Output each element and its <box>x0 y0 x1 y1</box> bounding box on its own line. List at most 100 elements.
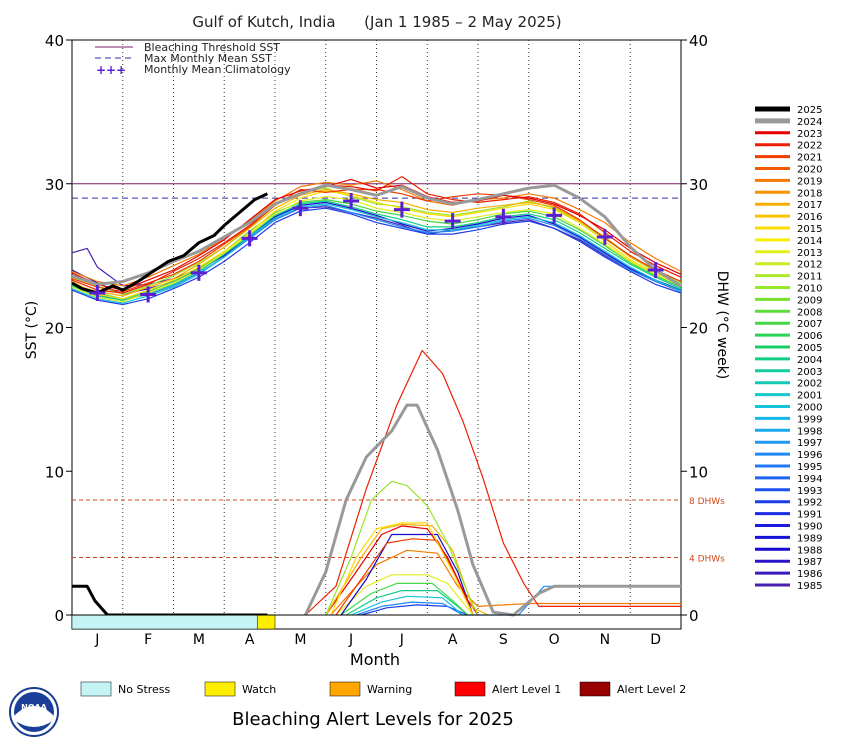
year-label-2008: 2008 <box>797 307 822 318</box>
year-legend: 2025202420232022202120202019201820172016… <box>755 105 822 592</box>
right-y-ticks: 0 10 20 30 40 <box>681 32 708 625</box>
y-tick-label-right: 30 <box>689 176 708 194</box>
y-tick-label-right: 10 <box>689 463 708 481</box>
dhw-line-2023 <box>325 525 479 616</box>
alert-swatch <box>329 681 361 697</box>
year-label-2006: 2006 <box>797 331 822 342</box>
y-tick-label: 20 <box>45 320 64 338</box>
year-label-1995: 1995 <box>797 462 822 473</box>
alert-swatch <box>204 681 236 697</box>
month-label: J <box>348 632 353 648</box>
year-label-2009: 2009 <box>797 295 822 306</box>
dhw-line-2013 <box>335 574 474 616</box>
legend-mmm-label: Max Monthly Mean SST <box>144 52 272 65</box>
dhw-line-2010 <box>325 480 479 616</box>
year-label-2005: 2005 <box>797 343 822 354</box>
year-label-1988: 1988 <box>797 545 822 556</box>
month-label: A <box>448 632 458 648</box>
year-label-1991: 1991 <box>797 510 822 521</box>
y-axis-label-right: DHW (°C week) <box>714 271 730 380</box>
noaa-logo-text: NOAA <box>21 703 47 712</box>
year-label-2022: 2022 <box>797 141 822 152</box>
sst-line-2023 <box>71 178 682 291</box>
year-label-1994: 1994 <box>797 474 822 485</box>
dhw-line-2000 <box>350 595 464 616</box>
year-label-1998: 1998 <box>797 426 822 437</box>
year-label-1985: 1985 <box>797 581 822 592</box>
dhw-line-2007 <box>340 582 469 616</box>
y-tick-label: 40 <box>45 32 64 50</box>
year-label-2023: 2023 <box>797 129 822 140</box>
alert-legend-label: Warning <box>367 683 412 696</box>
alert-bar-segment <box>256 614 276 630</box>
year-label-2021: 2021 <box>797 153 822 164</box>
alert-legend-label: Watch <box>242 683 276 696</box>
year-label-1986: 1986 <box>797 569 822 580</box>
year-label-1989: 1989 <box>797 533 822 544</box>
month-label: N <box>600 632 610 648</box>
dhw-line-2004 <box>345 589 469 616</box>
y-tick-label-right: 0 <box>689 607 699 625</box>
chart-title: Gulf of Kutch, India (Jan 1 1985 – 2 May… <box>192 13 561 31</box>
sst-line-2022 <box>71 176 682 294</box>
sst-line-2021 <box>71 188 682 293</box>
year-label-2020: 2020 <box>797 165 822 176</box>
sst-line-1985 <box>71 206 682 293</box>
y-tick-label-right: 40 <box>689 32 708 50</box>
noaa-logo: NOAA <box>9 687 59 737</box>
year-label-2010: 2010 <box>797 284 822 295</box>
alert-legend-label: Alert Level 2 <box>617 683 686 696</box>
year-label-2003: 2003 <box>797 367 822 378</box>
y-tick-label-right: 20 <box>689 320 708 338</box>
year-label-2017: 2017 <box>797 200 822 211</box>
sst-line-2000 <box>71 203 682 304</box>
sst-line-2019 <box>71 180 682 287</box>
legend-clim-swatch: +++ <box>96 63 126 77</box>
alert-swatch <box>579 681 611 697</box>
dhw-line-2022 <box>304 349 681 616</box>
month-label: M <box>294 632 306 648</box>
year-label-1996: 1996 <box>797 450 822 461</box>
alert-legend: No Stress Watch Warning Alert Level 1 Alert … <box>80 681 686 697</box>
line-legend: Bleaching Threshold SST Max Monthly Mean… <box>95 41 291 77</box>
year-label-1999: 1999 <box>797 414 822 425</box>
y-tick-label: 0 <box>54 607 64 625</box>
year-label-2024: 2024 <box>797 117 822 128</box>
month-label: A <box>245 632 255 648</box>
month-label: F <box>144 632 152 648</box>
year-label-2000: 2000 <box>797 403 822 414</box>
alert-bar-segment <box>71 614 258 630</box>
legend-clim-label: Monthly Mean Climatology <box>144 63 291 76</box>
month-label: S <box>499 632 508 648</box>
year-label-2015: 2015 <box>797 224 822 235</box>
year-label-2025: 2025 <box>797 105 822 116</box>
alert-swatch <box>80 681 112 697</box>
left-y-ticks: 0 10 20 30 40 <box>45 32 72 625</box>
sst-line-1996 <box>71 204 682 301</box>
alert-bar <box>71 614 681 630</box>
sst-line-1992 <box>71 207 682 306</box>
year-label-1993: 1993 <box>797 486 822 497</box>
year-label-2013: 2013 <box>797 248 822 259</box>
year-label-2001: 2001 <box>797 391 822 402</box>
sst-line-2004 <box>71 200 682 301</box>
dhw-line-2019 <box>330 549 681 616</box>
alert-swatch <box>454 681 486 697</box>
dhw-line-2015 <box>330 522 474 616</box>
year-label-2019: 2019 <box>797 176 822 187</box>
footer-title: Bleaching Alert Levels for 2025 <box>232 709 514 730</box>
year-label-2018: 2018 <box>797 188 822 199</box>
month-label: J <box>94 632 99 648</box>
x-axis-label: Month <box>350 650 400 669</box>
climatology-markers <box>89 193 664 303</box>
sst-line-2007 <box>71 199 682 300</box>
year-label-2016: 2016 <box>797 212 822 223</box>
month-label: O <box>549 632 560 648</box>
sst-line-2013 <box>71 196 682 303</box>
dhw-reference-label: 4 DHWs <box>689 555 725 565</box>
sst-line-2024 <box>71 183 682 288</box>
alert-legend-label: No Stress <box>118 683 171 696</box>
year-label-2014: 2014 <box>797 236 822 247</box>
year-label-2002: 2002 <box>797 379 822 390</box>
